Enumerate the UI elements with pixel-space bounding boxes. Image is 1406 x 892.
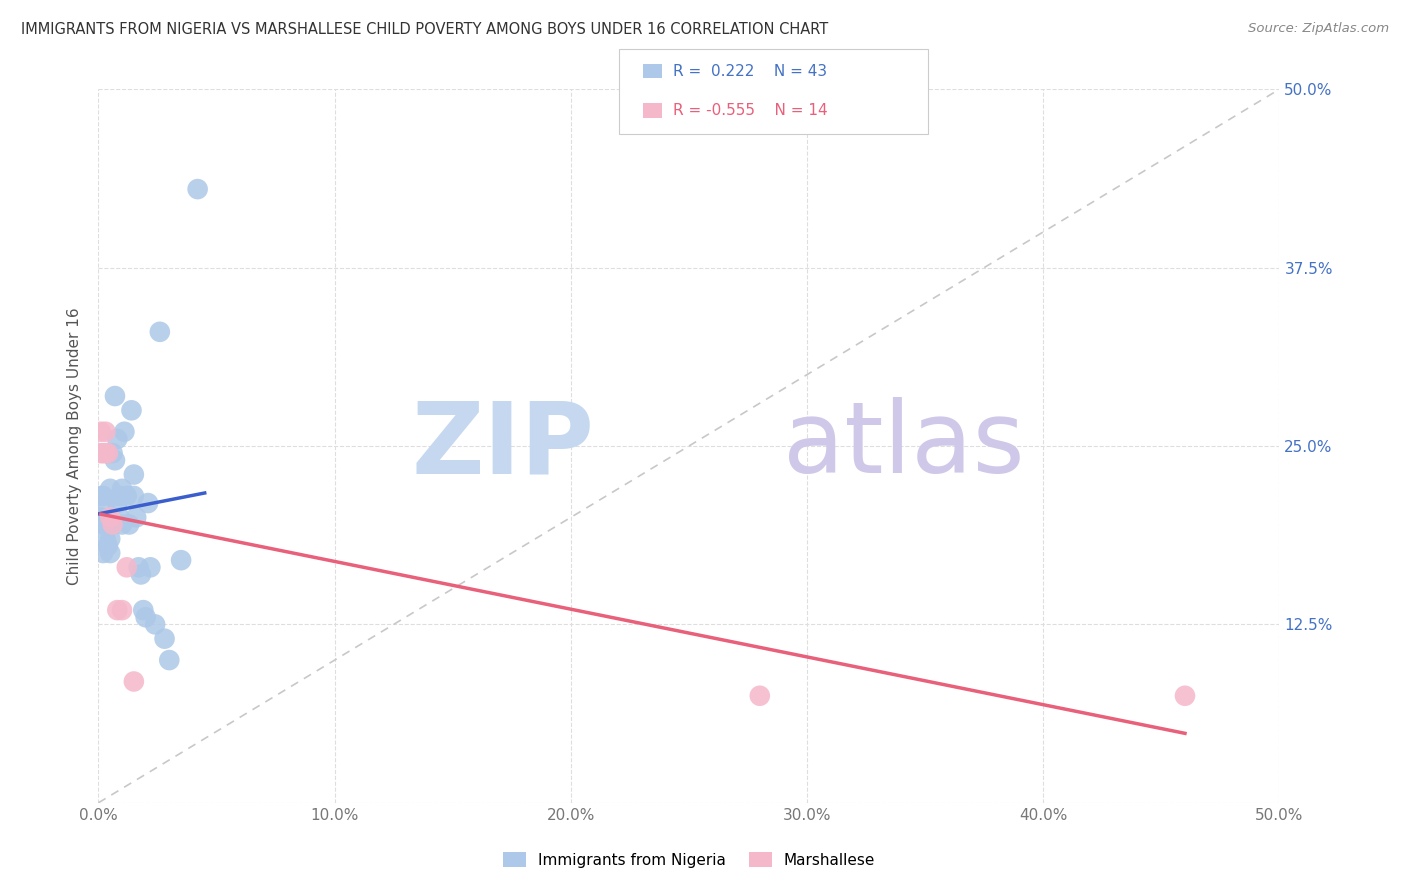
- Point: [111, 603, 134, 617]
- Point: [91, 517, 114, 532]
- Point: [1174, 689, 1197, 703]
- Point: [149, 325, 172, 339]
- Point: [129, 567, 152, 582]
- Point: [112, 425, 135, 439]
- Point: [143, 617, 166, 632]
- Point: [108, 510, 131, 524]
- Point: [90, 446, 112, 460]
- Point: [153, 632, 176, 646]
- Point: [108, 489, 131, 503]
- Point: [122, 467, 145, 482]
- Point: [94, 446, 117, 460]
- Text: R = -0.555    N = 14: R = -0.555 N = 14: [673, 103, 828, 118]
- Point: [122, 489, 145, 503]
- Point: [139, 560, 162, 574]
- Point: [91, 489, 114, 503]
- Point: [97, 539, 120, 553]
- Point: [94, 425, 117, 439]
- Point: [104, 453, 127, 467]
- Point: [98, 546, 121, 560]
- Point: [94, 532, 117, 546]
- Point: [98, 482, 121, 496]
- Point: [132, 603, 155, 617]
- Point: [748, 689, 770, 703]
- Point: [97, 517, 120, 532]
- Text: Source: ZipAtlas.com: Source: ZipAtlas.com: [1249, 22, 1389, 36]
- Point: [105, 496, 128, 510]
- Point: [91, 446, 114, 460]
- Point: [101, 517, 124, 532]
- Point: [111, 517, 134, 532]
- Legend: Immigrants from Nigeria, Marshallese: Immigrants from Nigeria, Marshallese: [496, 846, 882, 873]
- Point: [98, 510, 121, 524]
- Point: [115, 489, 138, 503]
- Point: [94, 496, 117, 510]
- Point: [170, 553, 193, 567]
- Point: [105, 432, 128, 446]
- Point: [90, 510, 112, 524]
- Text: atlas: atlas: [783, 398, 1025, 494]
- Point: [128, 560, 150, 574]
- Point: [125, 510, 148, 524]
- Point: [90, 425, 112, 439]
- Point: [121, 403, 143, 417]
- Text: ZIP: ZIP: [412, 398, 595, 494]
- Text: R =  0.222    N = 43: R = 0.222 N = 43: [673, 63, 828, 78]
- Point: [115, 560, 138, 574]
- Point: [90, 489, 112, 503]
- Point: [98, 532, 121, 546]
- Point: [101, 517, 124, 532]
- Y-axis label: Child Poverty Among Boys Under 16: Child Poverty Among Boys Under 16: [67, 307, 83, 585]
- Point: [118, 517, 141, 532]
- Point: [122, 674, 145, 689]
- Point: [101, 446, 124, 460]
- Point: [105, 603, 128, 617]
- Point: [91, 546, 114, 560]
- Point: [104, 389, 127, 403]
- Text: IMMIGRANTS FROM NIGERIA VS MARSHALLESE CHILD POVERTY AMONG BOYS UNDER 16 CORRELA: IMMIGRANTS FROM NIGERIA VS MARSHALLESE C…: [21, 22, 828, 37]
- Point: [157, 653, 180, 667]
- Point: [97, 446, 120, 460]
- Point: [94, 517, 117, 532]
- Point: [187, 182, 209, 196]
- Point: [97, 446, 120, 460]
- Point: [135, 610, 157, 624]
- Point: [111, 482, 134, 496]
- Point: [136, 496, 159, 510]
